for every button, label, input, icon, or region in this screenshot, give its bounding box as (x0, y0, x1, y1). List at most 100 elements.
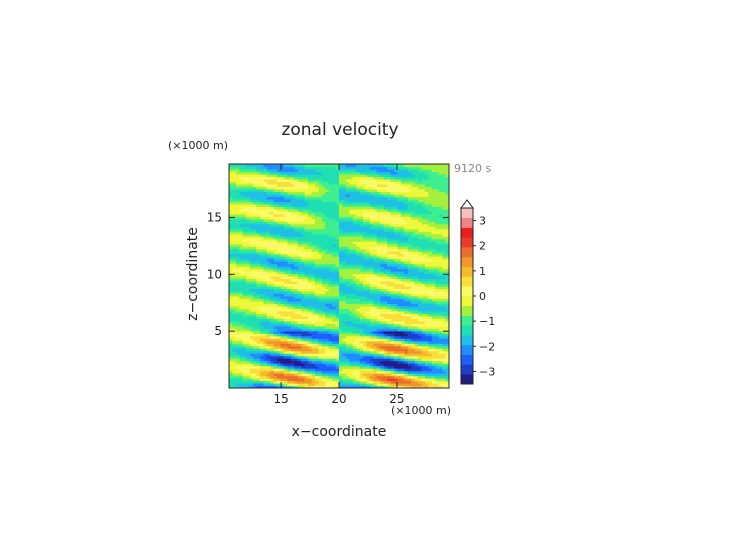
field-cell (284, 173, 289, 178)
field-cell (363, 168, 368, 173)
field-cell (273, 323, 278, 327)
field-cell (335, 278, 340, 282)
field-cell (235, 380, 240, 384)
field-cell (232, 318, 237, 322)
field-cell (308, 290, 313, 295)
field-cell (297, 328, 302, 332)
field-cell (242, 198, 247, 202)
field-cell (397, 383, 402, 387)
field-cell (277, 375, 282, 379)
field-cell (387, 251, 392, 255)
field-cell (349, 335, 354, 339)
field-cell (270, 171, 275, 175)
field-cell (352, 206, 357, 210)
field-cell (304, 216, 309, 220)
field-cell (294, 273, 299, 277)
field-cell (287, 298, 292, 302)
field-cell (411, 318, 416, 322)
field-cell (325, 186, 330, 190)
field-cell (352, 166, 357, 170)
field-cell (232, 385, 237, 388)
field-cell (235, 228, 240, 232)
field-cell (249, 253, 254, 257)
field-cell (349, 370, 354, 374)
field-cell (290, 193, 295, 197)
field-cell (349, 375, 354, 379)
field-cell (301, 238, 306, 242)
field-cell (266, 283, 271, 287)
field-cell (301, 310, 306, 314)
field-cell (339, 298, 344, 302)
field-cell (287, 353, 292, 357)
field-cell (242, 258, 247, 262)
field-cell (345, 295, 350, 299)
field-cell (356, 273, 361, 277)
field-cell (342, 323, 347, 327)
field-cell (321, 221, 326, 225)
field-cell (321, 216, 326, 220)
field-cell (332, 168, 337, 173)
field-cell (390, 323, 395, 327)
field-cell (345, 176, 350, 180)
field-cell (332, 181, 337, 185)
field-cell (270, 236, 275, 240)
field-cell (394, 295, 399, 299)
field-cell (349, 186, 354, 190)
field-cell (325, 358, 330, 362)
field-cell (407, 216, 412, 220)
field-cell (297, 268, 302, 272)
field-cell (356, 298, 361, 302)
field-cell (356, 383, 361, 387)
field-cell (359, 216, 364, 220)
field-cell (294, 300, 299, 304)
field-cell (383, 186, 388, 190)
field-cell (373, 348, 378, 352)
field-cell (256, 335, 261, 339)
field-cell (387, 295, 392, 299)
field-cell (356, 278, 361, 282)
field-cell (349, 248, 354, 252)
field-cell (400, 271, 405, 275)
field-cell (290, 385, 295, 388)
field-cell (273, 223, 278, 227)
field-cell (270, 368, 275, 372)
field-cell (335, 383, 340, 387)
field-cell (246, 253, 251, 257)
field-cell (400, 340, 405, 344)
field-cell (253, 206, 258, 210)
field-cell (335, 313, 340, 317)
field-cell (363, 198, 368, 202)
field-cell (356, 300, 361, 304)
field-cell (232, 183, 237, 187)
field-cell (397, 266, 402, 270)
field-cell (235, 353, 240, 357)
field-cell (418, 378, 423, 382)
field-cell (376, 236, 381, 240)
field-cell (342, 271, 347, 275)
field-cell (321, 285, 326, 290)
field-cell (297, 168, 302, 173)
field-cell (246, 370, 251, 374)
field-cell (290, 223, 295, 227)
field-cell (294, 178, 299, 183)
field-cell (273, 363, 278, 367)
field-cell (277, 363, 282, 367)
field-cell (342, 164, 347, 168)
field-cell (359, 330, 364, 334)
field-cell (253, 241, 258, 245)
field-cell (397, 375, 402, 379)
field-cell (232, 258, 237, 262)
field-cell (266, 280, 271, 285)
field-cell (308, 293, 313, 297)
field-cell (266, 358, 271, 362)
field-cell (287, 340, 292, 344)
field-cell (369, 278, 374, 282)
field-cell (325, 223, 330, 227)
field-cell (318, 233, 323, 237)
field-cell (242, 218, 247, 222)
field-cell (373, 378, 378, 382)
field-cell (349, 236, 354, 240)
field-cell (356, 186, 361, 190)
field-cell (259, 333, 264, 337)
field-cell (390, 178, 395, 183)
